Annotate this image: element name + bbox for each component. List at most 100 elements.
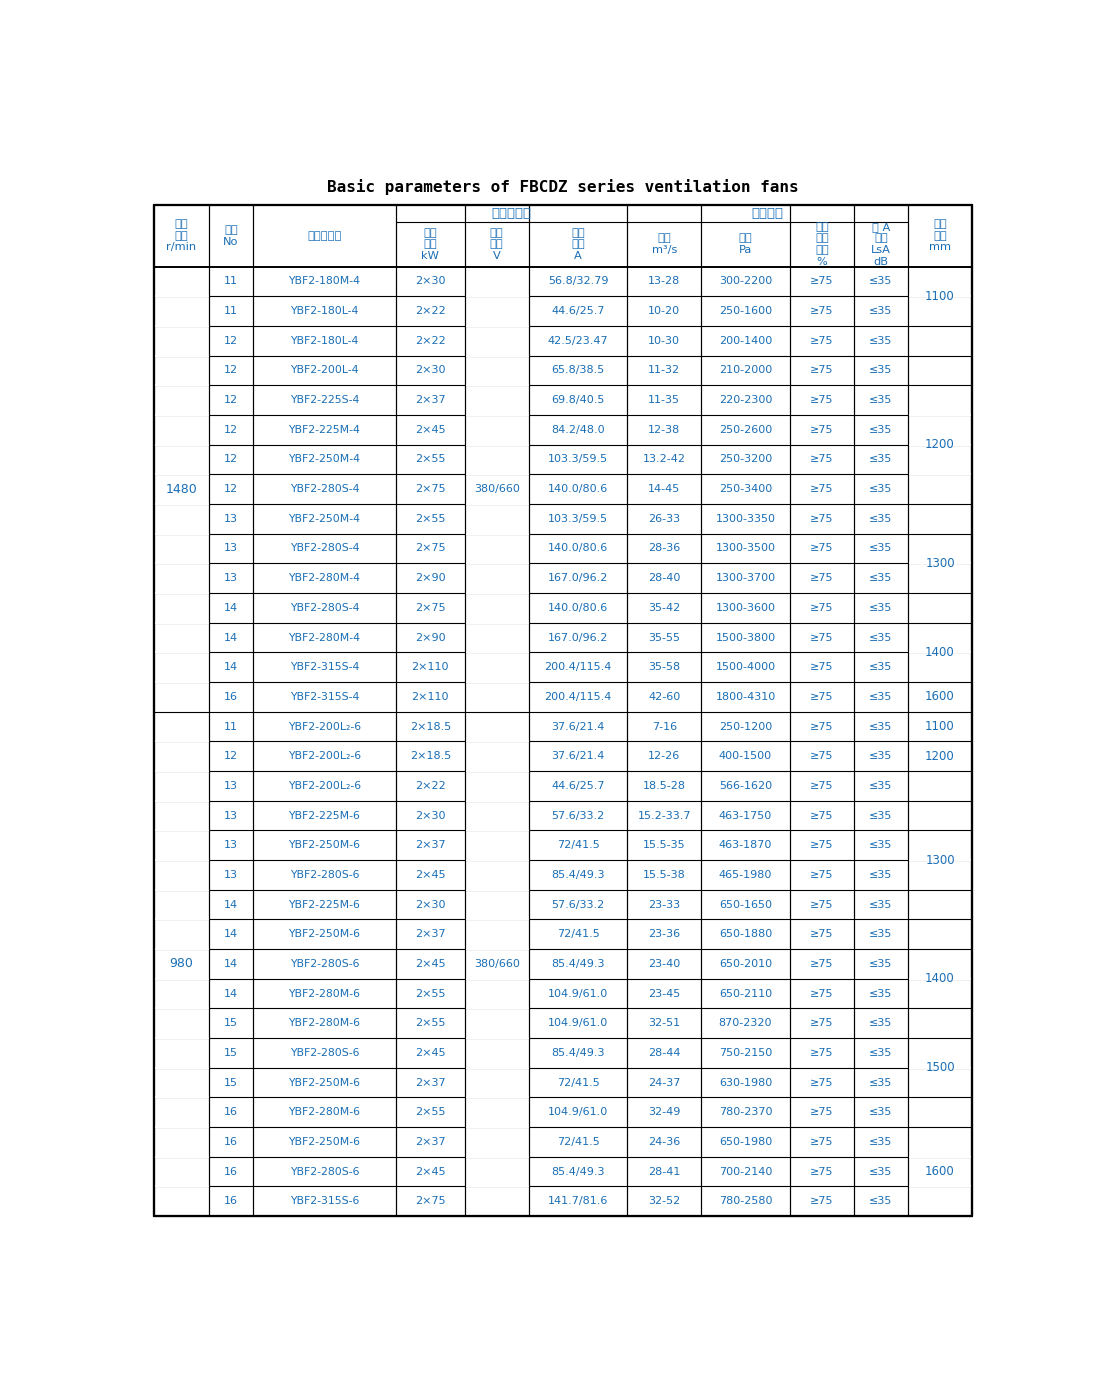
Text: 250-1200: 250-1200 — [719, 722, 773, 732]
Text: 980: 980 — [169, 957, 193, 971]
Text: 12: 12 — [224, 366, 237, 375]
Text: 42.5/23.47: 42.5/23.47 — [547, 336, 609, 346]
Text: 14: 14 — [224, 663, 237, 672]
Text: 15: 15 — [224, 1048, 237, 1057]
Text: ≥75: ≥75 — [810, 543, 833, 554]
Text: 140.0/80.6: 140.0/80.6 — [548, 484, 608, 494]
Text: 额定
电压
V: 额定 电压 V — [490, 228, 503, 261]
Text: 750-2150: 750-2150 — [719, 1048, 773, 1057]
Text: 比 A
声级
LsA
dB: 比 A 声级 LsA dB — [872, 221, 891, 267]
Text: YBF2-280S-6: YBF2-280S-6 — [290, 1166, 359, 1177]
Text: ≤35: ≤35 — [869, 1196, 892, 1206]
Text: 700-2140: 700-2140 — [719, 1166, 773, 1177]
Text: 1300: 1300 — [925, 557, 955, 569]
Text: 1500: 1500 — [925, 1062, 955, 1074]
Text: 23-45: 23-45 — [648, 989, 680, 998]
Text: 85.4/49.3: 85.4/49.3 — [552, 870, 604, 880]
Text: 13: 13 — [224, 840, 237, 850]
Text: 静压
Pa: 静压 Pa — [739, 234, 753, 256]
Text: 14: 14 — [224, 989, 237, 998]
Text: 103.3/59.5: 103.3/59.5 — [548, 455, 608, 465]
Text: YBF2-225M-6: YBF2-225M-6 — [288, 810, 360, 821]
Text: 12: 12 — [224, 455, 237, 465]
Text: 104.9/61.0: 104.9/61.0 — [548, 1019, 608, 1028]
Text: 2×37: 2×37 — [415, 840, 445, 850]
Text: 85.4/49.3: 85.4/49.3 — [552, 958, 604, 969]
Text: 2×90: 2×90 — [415, 573, 445, 583]
Text: 32-49: 32-49 — [648, 1107, 680, 1118]
Text: YBF2-315S-4: YBF2-315S-4 — [290, 663, 359, 672]
Text: YBF2-250M-6: YBF2-250M-6 — [288, 1078, 360, 1088]
Text: YBF2-180M-4: YBF2-180M-4 — [288, 276, 360, 286]
Text: 780-2370: 780-2370 — [719, 1107, 773, 1118]
Text: ≥75: ≥75 — [810, 307, 833, 316]
Text: 65.8/38.5: 65.8/38.5 — [552, 366, 604, 375]
Text: 14: 14 — [224, 958, 237, 969]
Text: 1800-4310: 1800-4310 — [715, 692, 776, 701]
Text: 2×22: 2×22 — [415, 336, 445, 346]
Text: YBF2-250M-6: YBF2-250M-6 — [288, 1137, 360, 1147]
Text: YBF2-225M-4: YBF2-225M-4 — [288, 425, 360, 434]
Text: 16: 16 — [224, 1107, 237, 1118]
Text: 44.6/25.7: 44.6/25.7 — [552, 307, 604, 316]
Text: ≥75: ≥75 — [810, 899, 833, 909]
Text: 465-1980: 465-1980 — [719, 870, 773, 880]
Text: ≤35: ≤35 — [869, 899, 892, 909]
Text: YBF2-225S-4: YBF2-225S-4 — [290, 395, 359, 406]
Text: ≤35: ≤35 — [869, 870, 892, 880]
Text: 2×22: 2×22 — [415, 781, 445, 791]
Text: 2×45: 2×45 — [415, 1166, 445, 1177]
Text: 28-41: 28-41 — [648, 1166, 680, 1177]
Text: 1100: 1100 — [925, 720, 955, 733]
Text: 1600: 1600 — [925, 1165, 955, 1178]
Text: 16: 16 — [224, 1137, 237, 1147]
Text: 11-35: 11-35 — [648, 395, 680, 406]
Text: 72/41.5: 72/41.5 — [556, 840, 599, 850]
Text: ≤35: ≤35 — [869, 840, 892, 850]
Text: 400-1500: 400-1500 — [719, 751, 771, 762]
Text: 24-36: 24-36 — [648, 1137, 680, 1147]
Text: 56.8/32.79: 56.8/32.79 — [547, 276, 608, 286]
Text: 140.0/80.6: 140.0/80.6 — [548, 543, 608, 554]
Text: ≤35: ≤35 — [869, 958, 892, 969]
Text: ≤35: ≤35 — [869, 395, 892, 406]
Text: 15: 15 — [224, 1078, 237, 1088]
Text: ≤35: ≤35 — [869, 514, 892, 524]
Text: 24-37: 24-37 — [648, 1078, 680, 1088]
Text: YBF2-250M-4: YBF2-250M-4 — [288, 514, 360, 524]
Text: 15.5-38: 15.5-38 — [643, 870, 686, 880]
Text: ≥75: ≥75 — [810, 751, 833, 762]
Text: 12: 12 — [224, 425, 237, 434]
Text: ≥75: ≥75 — [810, 1048, 833, 1057]
Text: 机号
No: 机号 No — [223, 226, 238, 246]
Text: 57.6/33.2: 57.6/33.2 — [552, 899, 604, 909]
Text: 风量
m³/s: 风量 m³/s — [652, 234, 677, 256]
Text: ≤35: ≤35 — [869, 1019, 892, 1028]
Text: 72/41.5: 72/41.5 — [556, 1137, 599, 1147]
Text: 14: 14 — [224, 899, 237, 909]
Text: ≤35: ≤35 — [869, 1048, 892, 1057]
Text: 42-60: 42-60 — [648, 692, 680, 701]
Text: 2×90: 2×90 — [415, 632, 445, 642]
Text: 最高
静压
效率
%: 最高 静压 效率 % — [815, 221, 829, 267]
Text: 780-2580: 780-2580 — [719, 1196, 773, 1206]
Text: 2×18.5: 2×18.5 — [410, 751, 451, 762]
Text: YBF2-280S-6: YBF2-280S-6 — [290, 958, 359, 969]
Text: 15.5-35: 15.5-35 — [643, 840, 686, 850]
Text: 28-44: 28-44 — [648, 1048, 680, 1057]
Text: 1400: 1400 — [925, 972, 955, 986]
Text: ≤35: ≤35 — [869, 573, 892, 583]
Text: 650-2110: 650-2110 — [719, 989, 771, 998]
Text: YBF2-280M-6: YBF2-280M-6 — [288, 989, 360, 998]
Text: 69.8/40.5: 69.8/40.5 — [552, 395, 604, 406]
Text: 2×75: 2×75 — [415, 543, 445, 554]
Text: ≤35: ≤35 — [869, 307, 892, 316]
Text: 2×37: 2×37 — [415, 1137, 445, 1147]
Text: 主机
转速
r/min: 主机 转速 r/min — [166, 219, 197, 253]
Text: 2×45: 2×45 — [415, 425, 445, 434]
Text: 1300-3350: 1300-3350 — [715, 514, 776, 524]
Text: 1500-3800: 1500-3800 — [715, 632, 776, 642]
Text: 463-1750: 463-1750 — [719, 810, 773, 821]
Text: 28-36: 28-36 — [648, 543, 680, 554]
Text: ≤35: ≤35 — [869, 366, 892, 375]
